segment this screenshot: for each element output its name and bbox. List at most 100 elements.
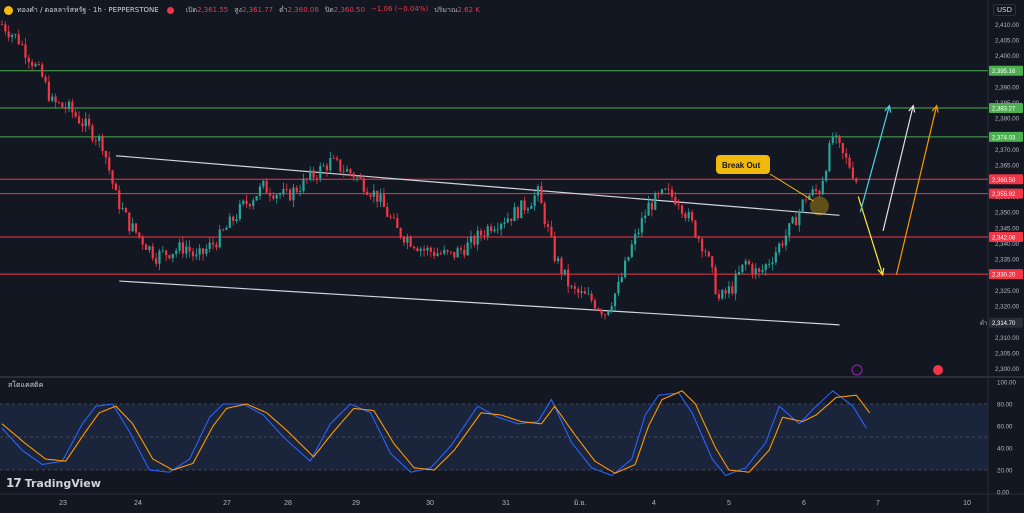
candle-body [493, 229, 496, 232]
candle-body [81, 123, 84, 127]
candle-body [382, 194, 385, 207]
candle-body [325, 165, 329, 171]
stochastic-tick-label: 0.00 [997, 490, 1010, 497]
candle-body [828, 143, 831, 172]
price-tick-label: 2,350.00 [995, 210, 1020, 217]
time-tick-label: 27 [223, 500, 231, 507]
candle-body [335, 158, 339, 160]
candle-body [225, 227, 228, 230]
candle-body [577, 288, 580, 293]
low-label: ต่ำ [279, 5, 288, 14]
projection-arrow-white [882, 105, 914, 232]
stochastic-tick-label: 100.00 [997, 380, 1016, 387]
candle-body [835, 135, 838, 138]
candle-body [687, 212, 690, 219]
candle-body [399, 228, 402, 238]
stochastic-tick-label: 40.00 [997, 446, 1013, 453]
candle-body [275, 194, 278, 199]
candle-body [64, 107, 67, 109]
price-level-badge [989, 102, 1023, 113]
candle-body [443, 250, 446, 254]
candle-body [758, 268, 761, 272]
projection-arrow-white-head [908, 104, 916, 113]
candle-body [714, 267, 717, 295]
candle-body [188, 246, 191, 252]
candle-body [265, 180, 268, 193]
candle-body [771, 262, 774, 264]
candle-body [583, 291, 586, 294]
candle-body [791, 217, 794, 224]
price-level-badge [989, 188, 1023, 199]
currency-button[interactable]: USD [993, 4, 1016, 16]
candle-body [4, 24, 7, 32]
tradingview-logo-text: TradingView [24, 476, 101, 490]
candle-body [205, 248, 208, 254]
candle-body [727, 286, 731, 294]
candle-body [570, 286, 573, 288]
candle-body [352, 173, 355, 178]
candle-body [825, 171, 828, 181]
candle-body [342, 171, 345, 173]
candle-body [201, 248, 205, 254]
candle-body [84, 118, 87, 127]
candle-body [168, 255, 171, 259]
stochastic-tick-label: 20.00 [997, 468, 1013, 475]
price-level-label: 2,330.20 [992, 273, 1016, 279]
time-tick-label: 31 [502, 500, 510, 507]
candle-body [74, 112, 77, 117]
candle-body [774, 252, 777, 263]
candle-body [255, 196, 258, 201]
candle-body [580, 291, 583, 293]
candle-body [178, 242, 181, 251]
candle-body [603, 314, 607, 316]
candle-body [111, 170, 114, 184]
candle-body [299, 191, 302, 192]
tradingview-logo: 17 TradingView [6, 476, 101, 490]
candle-body [741, 264, 744, 273]
candle-body [446, 250, 449, 252]
candle-body [744, 261, 747, 265]
candle-body [510, 218, 513, 222]
candle-body [108, 157, 111, 171]
candle-body [436, 253, 439, 256]
candle-body [67, 101, 71, 109]
candle-body [567, 269, 570, 287]
candle-body [691, 212, 694, 221]
candle-body [88, 118, 91, 126]
candle-body [47, 81, 50, 101]
candle-body [332, 158, 335, 159]
candle-body [680, 205, 684, 214]
candle-body [104, 150, 107, 158]
candle-body [57, 102, 61, 103]
candle-body [359, 176, 362, 179]
candle-body [620, 277, 623, 282]
candle-body [640, 218, 643, 233]
candle-body [697, 236, 700, 239]
candle-body [396, 218, 399, 229]
candle-body [302, 178, 305, 192]
candle-body [148, 246, 151, 250]
price-tick-label: 2,400.00 [995, 53, 1020, 60]
candle-body [305, 178, 308, 180]
candle-body [392, 217, 396, 219]
candle-body [349, 169, 352, 174]
trendline-channel-upper [115, 155, 840, 216]
candle-body [506, 218, 509, 223]
trendline-channel-lower [119, 280, 840, 326]
candle-body [128, 212, 131, 232]
high-value: 2,361.77 [241, 5, 274, 14]
candle-body [433, 251, 436, 256]
candle-body [677, 204, 680, 206]
price-tick-label: 2,320.00 [995, 304, 1020, 311]
candle-body [61, 102, 64, 108]
candle-body [211, 242, 215, 245]
time-tick-label: 5 [727, 500, 731, 507]
candle-body [476, 230, 479, 245]
candle-body [423, 248, 426, 251]
symbol-title[interactable]: ทองคำ / ดอลลาร์สหรัฐ · 1h · PEPPERSTONE [17, 5, 159, 14]
candle-body [114, 183, 117, 191]
price-level-badge [989, 269, 1023, 280]
candle-body [121, 208, 124, 209]
